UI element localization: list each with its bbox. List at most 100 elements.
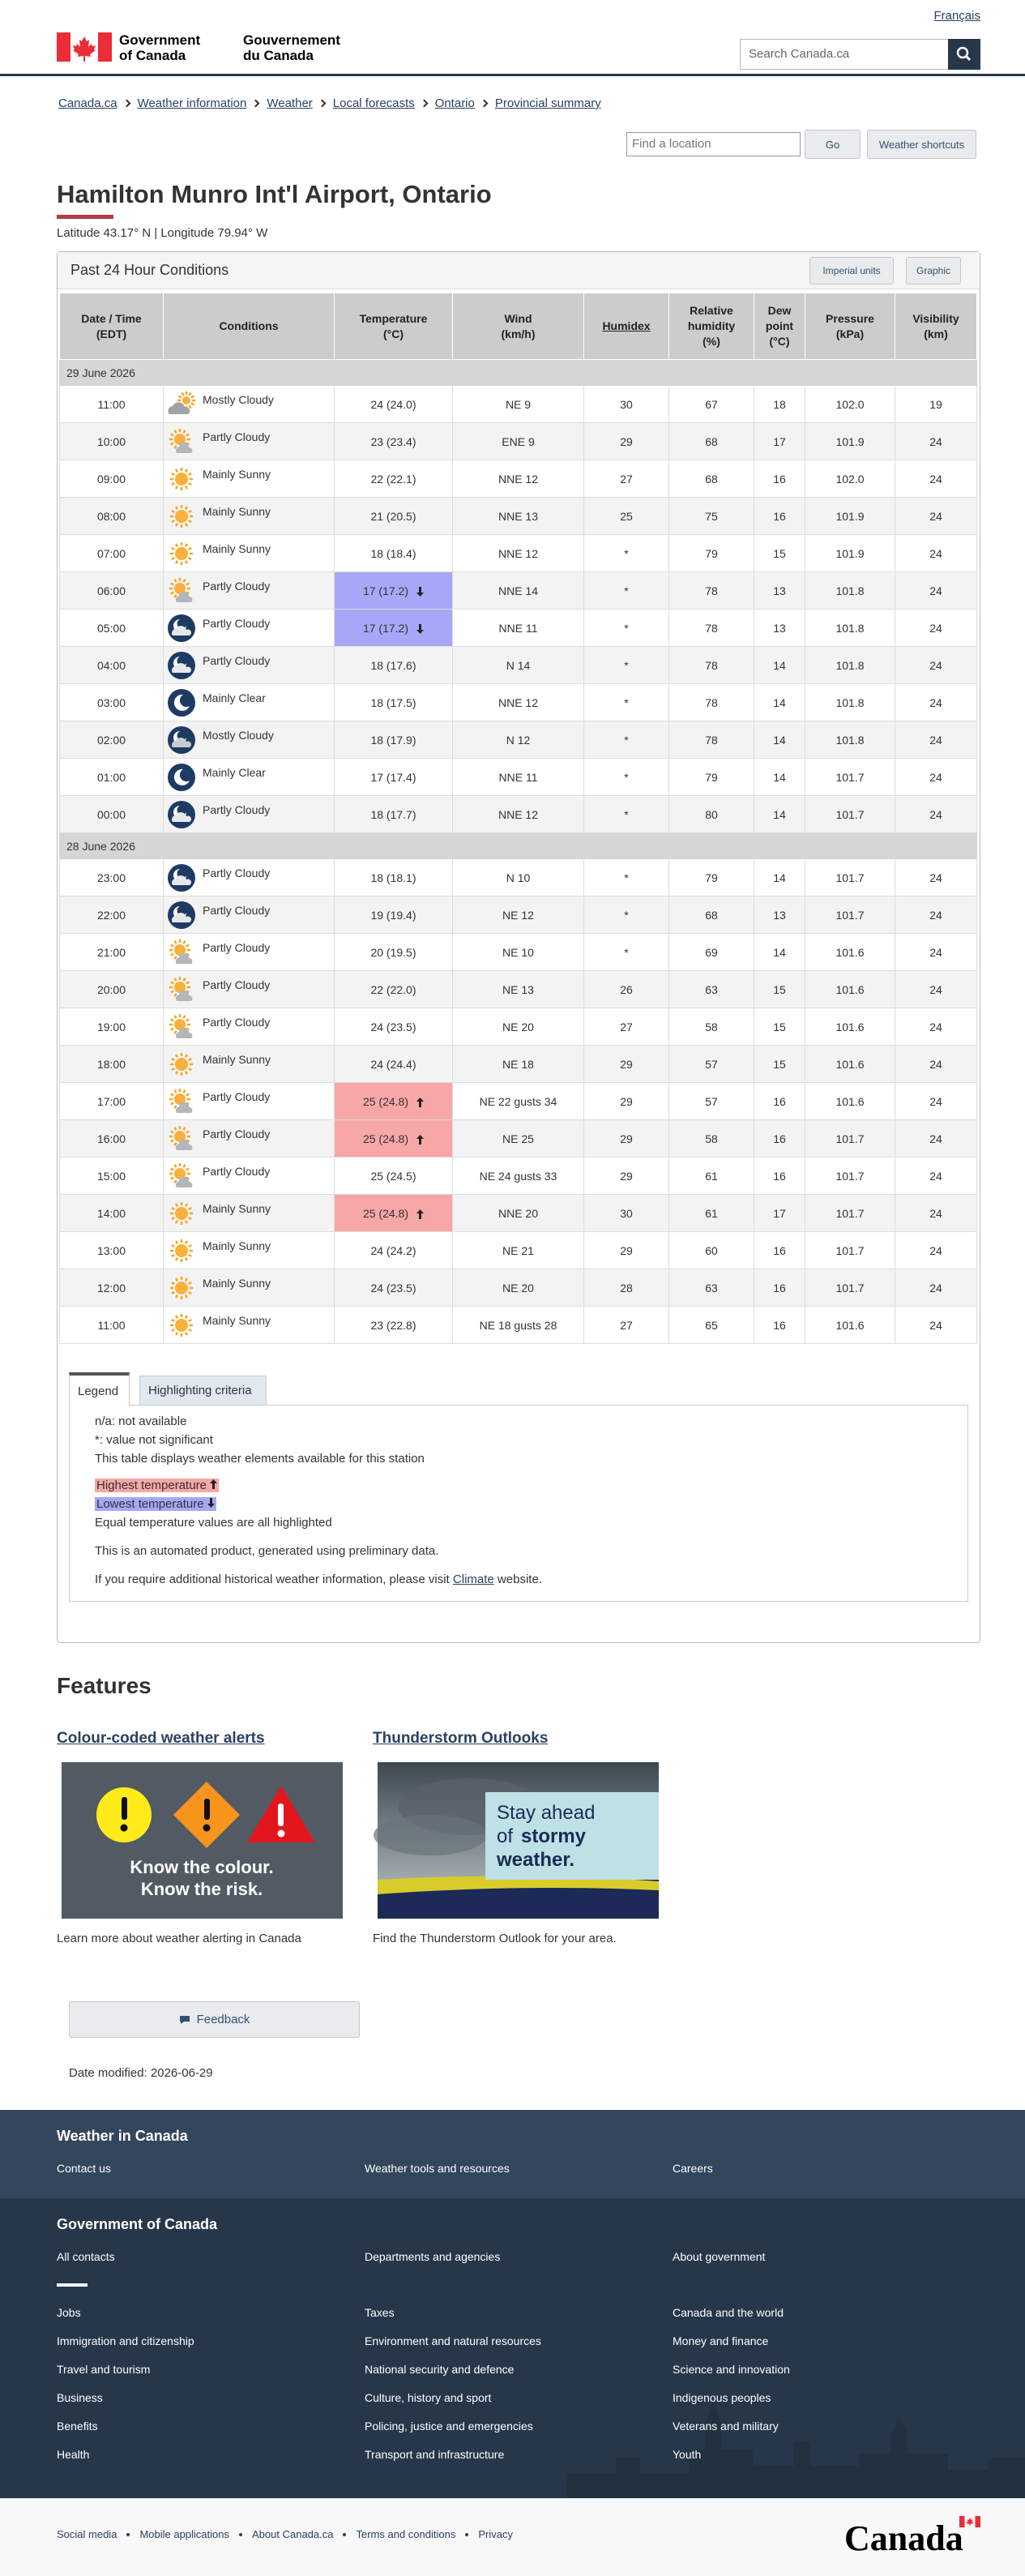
search-icon <box>956 46 972 62</box>
data-row: 11:00 Mainly Sunny 23 (22.8) NE 18 gusts 28… <box>59 1306 977 1344</box>
thunderstorm-image[interactable]: Stay ahead of stormy weather. <box>374 1758 663 1923</box>
icon-shape <box>174 1202 179 1207</box>
feature-title[interactable]: Thunderstorm Outlooks <box>373 1730 549 1747</box>
footer-link[interactable]: Policing, justice and emergencies <box>365 2420 533 2433</box>
conditions-cell: Mainly Sunny <box>163 1269 335 1307</box>
location-input[interactable]: Find a location <box>626 132 801 156</box>
temperature-cell: 17 (17.2) <box>334 609 453 647</box>
language-link[interactable]: Français <box>933 9 980 23</box>
weather-icon <box>169 1162 193 1187</box>
footer-title: Government of Canada <box>57 2216 218 2232</box>
icon-shape <box>173 1089 177 1093</box>
icon-shape <box>168 763 195 791</box>
column-header-text: (km/h) <box>501 327 536 340</box>
icon-shape <box>171 1243 175 1247</box>
breadcrumb-link[interactable]: Weather <box>267 96 313 110</box>
storm-image-text: of <box>497 1825 513 1847</box>
footer-link[interactable]: Weather tools and resources <box>365 2162 510 2175</box>
breadcrumb-link[interactable]: Weather information <box>137 96 247 110</box>
footer-link[interactable]: All contacts <box>57 2250 115 2263</box>
table-cell: 101.9 <box>805 497 895 535</box>
conditions-cell: Mainly Sunny <box>163 1306 335 1344</box>
bottom-link[interactable]: Terms and conditions <box>356 2528 456 2540</box>
footer-link[interactable]: Veterans and military <box>673 2420 779 2433</box>
table-cell: 29 <box>583 1082 669 1120</box>
table-wrap: Date / Time (EDT) Conditions Temperature (°C… <box>59 293 977 1344</box>
bottom-link[interactable]: Privacy <box>478 2528 513 2540</box>
search-button[interactable] <box>948 39 980 70</box>
footer-link[interactable]: Business <box>57 2391 103 2404</box>
bottom-links: Social media Mobile applications About Can… <box>57 2528 513 2540</box>
bottom-link[interactable]: About Canada.ca <box>252 2528 334 2540</box>
breadcrumb-link[interactable]: Local forecasts <box>332 96 415 110</box>
footer-link[interactable]: Canada and the world <box>673 2306 784 2319</box>
footer-link[interactable]: Culture, history and sport <box>365 2391 492 2404</box>
table-cell: 24 <box>895 460 977 498</box>
feature-title[interactable]: Colour-coded weather alerts <box>57 1730 265 1747</box>
column-header: Pressure (kPa) <box>805 293 895 360</box>
table-cell: 63 <box>668 970 754 1008</box>
table-cell: 68 <box>668 460 754 498</box>
go-button[interactable]: Go <box>805 130 861 159</box>
footer-link[interactable]: Transport and infrastructure <box>365 2448 505 2461</box>
footer-link[interactable]: Youth <box>673 2448 702 2461</box>
temperature-cell: 18 (17.5) <box>334 683 453 721</box>
icon-shape <box>173 939 177 944</box>
column-header-text: (°C) <box>382 327 404 340</box>
alerts-image[interactable]: Know the colour. Know the risk. <box>58 1758 347 1923</box>
footer-link[interactable]: National security and defence <box>365 2363 515 2376</box>
link-separator <box>126 2532 130 2536</box>
data-row: 22:00 Partly Cloudy 19 (19.4) NE 12 * 68 13 101… <box>59 896 977 934</box>
shortcuts-button[interactable]: Weather shortcuts <box>867 130 976 159</box>
conditions-cell: Mainly Sunny <box>163 534 335 572</box>
tab-criteria[interactable]: Highlighting criteria <box>139 1376 267 1406</box>
imperial-button[interactable]: Imperial units <box>809 257 894 285</box>
table-cell: 24 <box>895 609 977 647</box>
footer-link[interactable]: Contact us <box>57 2162 111 2175</box>
breadcrumb-link[interactable]: Ontario <box>434 96 475 110</box>
footer-link[interactable]: About government <box>673 2250 766 2263</box>
table-cell: 80 <box>668 795 754 833</box>
footer-link[interactable]: Travel and tourism <box>57 2363 151 2376</box>
breadcrumb-link[interactable]: Provincial summary <box>494 96 601 110</box>
tab-legend[interactable]: Legend <box>69 1372 130 1406</box>
footer-link[interactable]: Science and innovation <box>673 2363 790 2376</box>
conditions-cell: Partly Cloudy <box>163 970 335 1008</box>
footer-link[interactable]: Jobs <box>57 2306 81 2319</box>
footer-link[interactable]: Health <box>57 2448 90 2461</box>
footer-link[interactable]: Careers <box>673 2162 713 2175</box>
bottom-link[interactable]: Mobile applications <box>139 2528 230 2540</box>
column-header-text: Temperature <box>359 311 428 325</box>
breadcrumb-link[interactable]: Canada.ca <box>58 96 117 110</box>
table-cell: 14:00 <box>59 1194 164 1232</box>
footer-link[interactable]: Taxes <box>365 2306 395 2319</box>
feedback-button[interactable]: Feedback <box>69 2001 360 2038</box>
weather-icon <box>169 976 193 1001</box>
feature-caption: Learn more about weather alerting in Can… <box>57 1932 301 1945</box>
footer-link[interactable]: Environment and natural resources <box>365 2334 541 2347</box>
date-modified-value: 2026-06-29 <box>150 2066 213 2080</box>
climate-link[interactable]: Climate <box>452 1573 494 1586</box>
footer-link[interactable]: Immigration and citizenship <box>57 2334 194 2347</box>
table-cell: 101.7 <box>805 896 895 934</box>
table-cell: 10:00 <box>59 422 164 460</box>
footer-link[interactable]: Indigenous peoples <box>673 2391 771 2404</box>
table-cell: NE 13 <box>452 970 584 1008</box>
footer-link[interactable]: Benefits <box>57 2420 98 2433</box>
column-header-text: Pressure <box>826 311 874 325</box>
weather-icon <box>168 614 195 642</box>
temperature-cell: 18 (18.4) <box>334 534 453 572</box>
icon-shape <box>171 519 175 523</box>
bottom-link[interactable]: Social media <box>57 2528 117 2540</box>
icon-shape <box>171 509 175 513</box>
footer-link[interactable]: Money and finance <box>673 2334 769 2347</box>
graphic-button[interactable]: Graphic <box>906 257 961 285</box>
search-input[interactable]: Search Canada.ca <box>740 39 949 70</box>
link-separator <box>343 2532 347 2536</box>
footer-link[interactable]: Departments and agencies <box>365 2250 501 2263</box>
table-cell: NNE 13 <box>452 497 584 535</box>
table-cell: 16 <box>754 1269 805 1307</box>
table-cell: 101.6 <box>805 1045 895 1083</box>
gov-fr: Gouvernement du Canada <box>243 32 340 63</box>
table-cell: 17 <box>754 422 805 460</box>
